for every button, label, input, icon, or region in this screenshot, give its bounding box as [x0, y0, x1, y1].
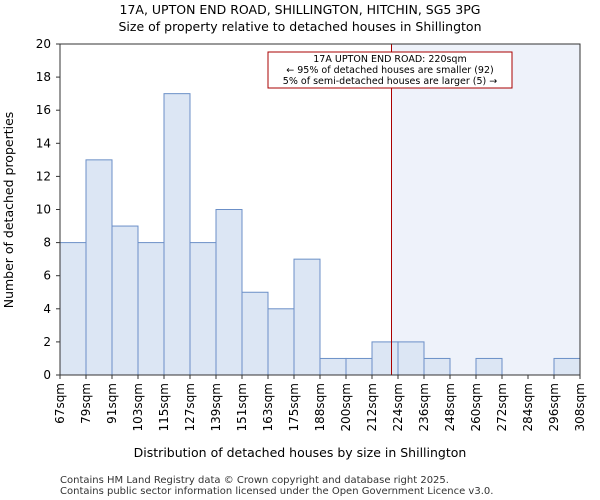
y-tick-label: 4 — [43, 302, 51, 316]
bar — [397, 341, 425, 376]
bar — [371, 341, 399, 376]
y-tick-label: 2 — [43, 335, 51, 349]
chart-subtitle: Size of property relative to detached ho… — [119, 19, 482, 34]
x-tick-label: 296sqm — [547, 383, 561, 431]
x-tick-label: 79sqm — [79, 383, 93, 424]
x-tick-label: 139sqm — [209, 383, 223, 431]
x-tick-label: 308sqm — [573, 383, 587, 431]
x-tick-label: 115sqm — [157, 383, 171, 431]
bars — [59, 93, 581, 376]
bar — [137, 242, 165, 376]
bar — [163, 93, 191, 376]
x-tick-label: 224sqm — [391, 383, 405, 431]
x-tick-label: 260sqm — [469, 383, 483, 431]
x-tick-label: 284sqm — [521, 383, 535, 431]
x-tick-label: 91sqm — [105, 383, 119, 424]
x-tick-label: 151sqm — [235, 383, 249, 431]
bar — [475, 357, 503, 376]
bar — [59, 242, 87, 376]
bar — [85, 159, 113, 376]
x-tick-label: 248sqm — [443, 383, 457, 431]
y-axis-label: Number of detached properties — [1, 112, 16, 309]
x-axis: 67sqm 79sqm 91sqm 103sqm 115sqm 127sqm 139sqm 1… — [53, 375, 587, 431]
x-tick-label: 188sqm — [313, 383, 327, 431]
y-tick-label: 16 — [36, 103, 51, 117]
bar — [215, 209, 243, 376]
y-tick-label: 0 — [43, 368, 51, 382]
bar — [553, 357, 581, 376]
y-tick-label: 18 — [36, 70, 51, 84]
x-tick-label: 175sqm — [287, 383, 301, 431]
y-tick-label: 12 — [36, 169, 51, 183]
bar — [267, 308, 295, 376]
annotation-border — [267, 51, 513, 89]
y-tick-label: 6 — [43, 269, 51, 283]
annotation-line-3: 5% of semi-detached houses are larger (5… — [283, 76, 497, 87]
x-tick-label: 67sqm — [53, 383, 67, 424]
footer-line-1: Contains HM Land Registry data © Crown c… — [60, 475, 449, 486]
larger-region-highlight — [391, 44, 580, 375]
bar — [241, 291, 269, 376]
x-tick-label: 272sqm — [495, 383, 509, 431]
x-axis-label: Distribution of detached houses by size … — [134, 445, 467, 460]
annotation-box: 17A UPTON END ROAD: 220sqm ← 95% of deta… — [267, 51, 513, 89]
bar — [111, 225, 139, 376]
bar — [189, 242, 217, 376]
y-tick-label: 8 — [43, 236, 51, 250]
x-tick-label: 103sqm — [131, 383, 145, 431]
chart-title: 17A, UPTON END ROAD, SHILLINGTON, HITCHI… — [120, 2, 481, 17]
x-tick-label: 236sqm — [417, 383, 431, 431]
bar — [319, 357, 347, 376]
x-tick-label: 212sqm — [365, 383, 379, 431]
annotation-line-2: ← 95% of detached houses are smaller (92… — [286, 65, 493, 76]
bar — [345, 357, 373, 376]
annotation-line-1: 17A UPTON END ROAD: 220sqm — [313, 54, 466, 65]
bar — [293, 258, 321, 376]
y-tick-label: 10 — [36, 203, 51, 217]
y-tick-label: 20 — [36, 37, 51, 51]
footer-line-2: Contains public sector information licen… — [60, 486, 493, 497]
x-tick-label: 200sqm — [339, 383, 353, 431]
x-tick-label: 163sqm — [261, 383, 275, 431]
bar — [423, 357, 451, 376]
y-axis: 0 2 4 6 8 10 12 14 16 18 20 — [36, 37, 60, 382]
x-tick-label: 127sqm — [183, 383, 197, 431]
y-tick-label: 14 — [36, 136, 51, 150]
